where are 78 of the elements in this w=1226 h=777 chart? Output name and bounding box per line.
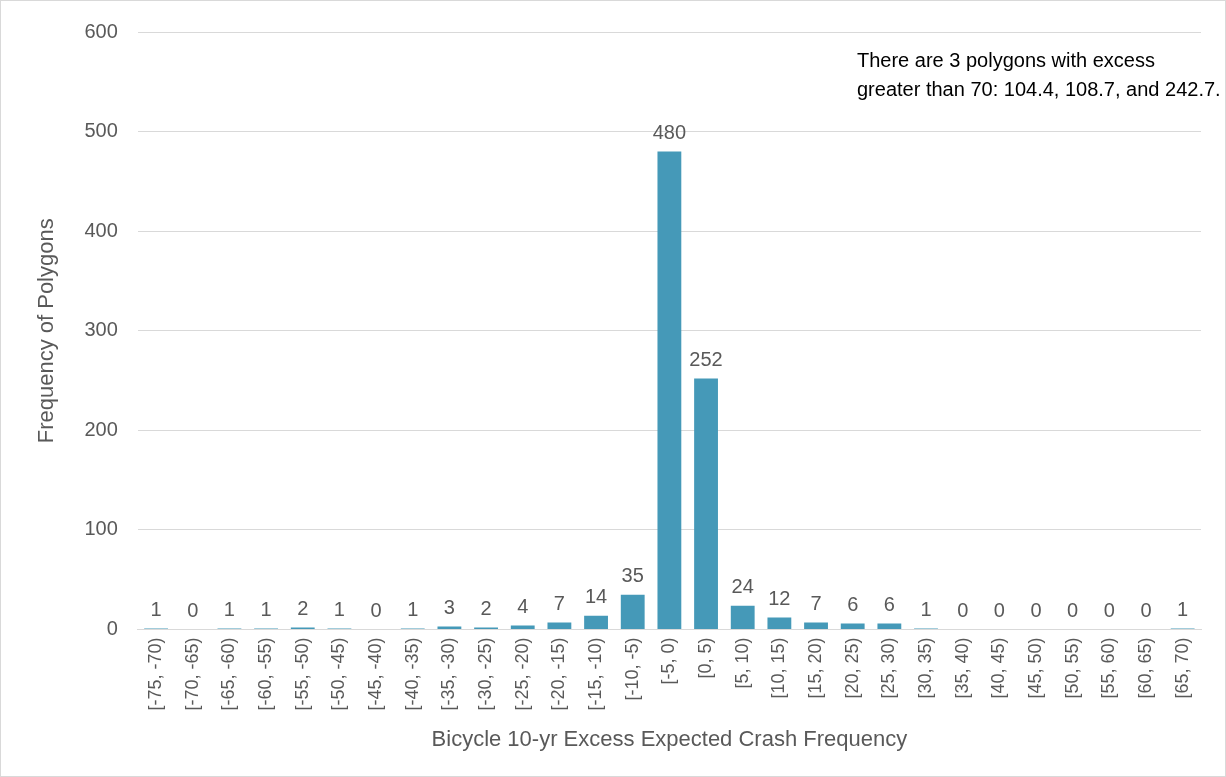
bar <box>584 615 608 630</box>
data-label: 1 <box>260 598 272 621</box>
data-label: 2 <box>480 597 492 620</box>
y-tick-label: 200 <box>84 417 118 440</box>
x-tick-label: [10, 15) <box>768 637 789 699</box>
x-tick-label: [-65, -60) <box>218 637 239 711</box>
data-label: 0 <box>1140 599 1152 622</box>
bar <box>804 622 828 630</box>
x-tick-label: [50, 55) <box>1061 637 1082 699</box>
data-label: 0 <box>1067 599 1079 622</box>
data-label: 0 <box>187 599 199 622</box>
data-label: 14 <box>584 585 608 608</box>
x-tick-label: [-50, -45) <box>328 637 349 711</box>
y-tick-label: 100 <box>84 517 118 540</box>
x-tick-label: [-30, -25) <box>475 637 496 711</box>
x-tick-label: [-20, -15) <box>548 637 569 711</box>
x-tick-label: [-5, 0) <box>658 637 679 685</box>
y-tick-label: 300 <box>84 318 118 341</box>
data-label: 0 <box>1030 599 1042 622</box>
data-label: 12 <box>768 587 791 610</box>
data-label: 7 <box>553 592 565 615</box>
bar <box>547 622 572 630</box>
data-label: 480 <box>652 121 687 144</box>
data-label: 6 <box>883 593 895 616</box>
data-label: 24 <box>731 575 754 598</box>
x-tick-label: [30, 35) <box>915 637 935 699</box>
x-tick-label: [-25, -20) <box>511 637 532 711</box>
data-label: 0 <box>1103 599 1115 622</box>
bar <box>657 151 682 630</box>
x-tick-label: [0, 5) <box>695 637 716 679</box>
bar <box>694 378 718 630</box>
y-tick-label: 400 <box>84 218 118 241</box>
x-tick-label: [60, 65) <box>1134 637 1155 699</box>
x-tick-label: [-10, -5) <box>621 637 642 701</box>
data-label: 252 <box>689 348 723 371</box>
data-label: 7 <box>810 592 822 615</box>
y-tick-label: 600 <box>84 19 118 42</box>
bar <box>730 605 755 630</box>
x-axis-title: Bicycle 10-yr Excess Expected Crash Frequency <box>431 725 908 751</box>
x-tick-label: [20, 25) <box>841 637 862 699</box>
x-tick-label: [55, 60) <box>1098 637 1119 699</box>
data-label: 0 <box>993 599 1005 622</box>
x-tick-label: [45, 50) <box>1024 637 1045 699</box>
bar <box>840 623 865 630</box>
data-label: 0 <box>957 599 969 622</box>
x-tick-label: [-60, -55) <box>255 637 276 711</box>
x-tick-label: [-75, -70) <box>145 637 166 711</box>
data-label: 1 <box>1177 598 1189 621</box>
x-tick-label: [-70, -65) <box>181 637 202 711</box>
data-label: 1 <box>150 598 162 621</box>
data-label: 1 <box>223 598 235 621</box>
bar <box>620 594 645 630</box>
data-label: 6 <box>847 593 859 616</box>
x-tick-label: [25, 30) <box>878 637 899 699</box>
data-label: 35 <box>621 564 644 587</box>
x-tick-label: [-45, -40) <box>365 637 386 711</box>
x-tick-label: [-40, -35) <box>401 637 422 711</box>
x-tick-label: [5, 10) <box>731 637 752 689</box>
bar <box>877 623 902 630</box>
data-label: 1 <box>920 598 932 621</box>
x-tick-label: [40, 45) <box>988 637 1009 699</box>
data-label: 1 <box>333 598 345 621</box>
data-label: 1 <box>407 598 419 621</box>
data-label: 3 <box>443 596 455 619</box>
y-tick-label: 0 <box>106 617 118 640</box>
bar <box>767 617 792 630</box>
y-axis-title: Frequency of Polygons <box>33 218 59 444</box>
x-tick-label: [35, 40) <box>951 637 972 699</box>
x-tick-label: [-35, -30) <box>438 637 459 711</box>
x-tick-label: [15, 20) <box>805 637 826 699</box>
x-tick-label: [-55, -50) <box>291 637 312 711</box>
data-label: 4 <box>517 595 529 618</box>
data-label: 0 <box>370 599 382 622</box>
x-tick-label: [65, 70) <box>1171 637 1192 699</box>
x-tick-label: [-15, -10) <box>585 637 606 711</box>
y-tick-label: 500 <box>84 119 118 142</box>
data-label: 2 <box>297 597 309 620</box>
annotation: There are 3 polygons with excess greater than 70: 104.4, 108.7, and 242.7. <box>857 48 1222 102</box>
